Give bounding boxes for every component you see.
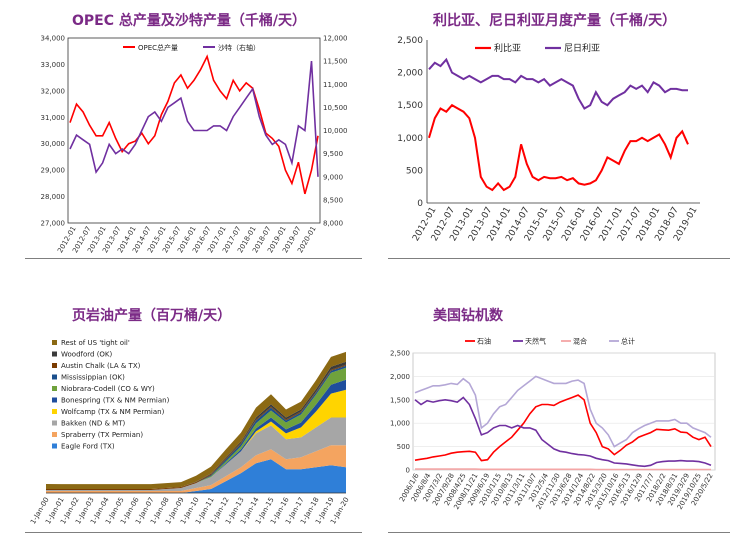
- opec-ytick-left: 31,000: [41, 114, 66, 122]
- opec-ytick-right: 12,000: [323, 35, 348, 43]
- ln-ytick: 0: [417, 199, 423, 209]
- rigs-legend-label: 混合: [573, 337, 587, 346]
- shale-legend-label: Spraberry (TX Permian): [61, 431, 143, 439]
- shale-legend-swatch: [52, 386, 57, 391]
- rigs-ytick: 500: [397, 443, 410, 451]
- shale-legend-swatch: [52, 432, 57, 437]
- opec-chart: 27,000 28,000 29,000 30,000 31,000 32,000 33,0…: [41, 35, 348, 255]
- shale-area-5: [46, 367, 346, 491]
- ln-ytick: 1,500: [397, 101, 423, 111]
- ln-ytick: 500: [406, 166, 423, 176]
- ln-series-line-1: [428, 57, 688, 110]
- shale-area-2: [46, 417, 346, 491]
- ln-ytick: 1,000: [397, 134, 423, 144]
- shale-legend-swatch: [52, 397, 57, 403]
- shale-area-1: [46, 445, 346, 493]
- rigs-legend-label: 天然气: [525, 337, 546, 346]
- opec-ytick-left: 34,000: [41, 35, 66, 43]
- divider-line-bottom-right: [388, 532, 730, 533]
- rigs-chart-title: 美国钻机数: [433, 308, 503, 324]
- rigs-ytick: 2,500: [390, 350, 410, 358]
- shale-legend-label: Austin Chalk (LA & TX): [61, 362, 141, 370]
- opec-chart-title: OPEC 总产量及沙特产量（千桶/天）: [72, 13, 306, 29]
- opec-ytick-right: 10,000: [323, 127, 348, 135]
- rigs-legend-label: 石油: [477, 337, 491, 346]
- opec-ytick-left: 28,000: [41, 193, 66, 201]
- opec-ytick-left: 29,000: [41, 167, 66, 175]
- rigs-ytick: 0: [406, 467, 410, 475]
- shale-legend-label: Mississippian (OK): [61, 374, 125, 382]
- libya-nigeria-chart-title: 利比亚、尼日利亚月度产量（千桶/天）: [433, 13, 677, 29]
- opec-ytick-right: 11,500: [323, 58, 348, 66]
- ln-legend-label: 利比亚: [494, 42, 521, 54]
- shale-legend-label: Wolfcamp (TX & NM Permian): [61, 408, 165, 416]
- rig-count-chart: 05001,0001,5002,0002,5002006/1/62006/8/4…: [390, 337, 716, 511]
- ln-legend-label: 尼日利亚: [564, 42, 600, 54]
- opec-legend-label: OPEC总产量: [138, 43, 178, 52]
- shale-legend-label: Eagle Ford (TX): [61, 443, 115, 451]
- opec-ytick-left: 32,000: [41, 87, 66, 95]
- shale-legend-swatch: [52, 374, 57, 380]
- opec-ytick-right: 10,500: [323, 104, 348, 112]
- opec-series-line-1: [69, 61, 319, 177]
- opec-ytick-left: 27,000: [41, 220, 66, 228]
- opec-ytick-right: 8,000: [323, 220, 343, 228]
- opec-series-line-0: [69, 54, 319, 195]
- libya-nigeria-chart: 05001,0001,5002,0002,5002012-012012-0720…: [397, 36, 700, 243]
- shale-legend-swatch: [52, 409, 57, 414]
- rigs-series-line-0: [414, 394, 712, 462]
- opec-legend-label: 沙特（右轴）: [218, 43, 260, 52]
- shale-legend-swatch: [52, 340, 57, 345]
- shale-legend-label: Rest of US 'tight oil': [61, 339, 130, 347]
- ln-series-line-0: [428, 103, 689, 192]
- ln-ytick: 2,500: [397, 36, 423, 46]
- rigs-series-line-3: [414, 375, 712, 448]
- opec-ytick-right: 9,000: [323, 173, 343, 181]
- divider-line-top: [25, 258, 362, 259]
- rigs-ytick: 2,000: [390, 373, 410, 381]
- opec-ytick-left: 30,000: [41, 140, 66, 148]
- shale-area-0: [46, 459, 346, 493]
- opec-plot-frame: [67, 37, 321, 224]
- rigs-series-line-1: [414, 396, 712, 468]
- rigs-ytick: 1,500: [390, 396, 410, 404]
- shale-legend-label: Bonespring (TX & NM Permian): [61, 397, 170, 405]
- shale-chart-title: 页岩油产量（百万桶/天）: [72, 308, 232, 324]
- divider-line-bottom: [25, 532, 362, 533]
- opec-ytick-left: 33,000: [41, 61, 66, 69]
- shale-oil-chart: 1-Jan-001-Jan-011-Jan-021-Jan-031-Jan-04…: [29, 339, 351, 526]
- opec-ytick-right: 9,500: [323, 150, 343, 158]
- divider-line-top-right: [388, 258, 730, 259]
- shale-legend-swatch: [52, 363, 57, 368]
- opec-ytick-right: 11,000: [323, 81, 348, 89]
- shale-legend-swatch: [52, 351, 57, 357]
- ln-ytick: 2,000: [397, 69, 423, 79]
- shale-legend-label: Bakken (ND & MT): [61, 420, 125, 428]
- shale-legend-label: Niobrara-Codell (CO & WY): [61, 385, 155, 393]
- rigs-ytick: 1,000: [390, 420, 410, 428]
- shale-legend-swatch: [52, 443, 57, 449]
- shale-legend-label: Woodford (OK): [61, 351, 113, 359]
- shale-legend-swatch: [52, 420, 57, 426]
- opec-ytick-right: 8,500: [323, 196, 343, 204]
- rigs-legend-label: 总计: [621, 337, 635, 346]
